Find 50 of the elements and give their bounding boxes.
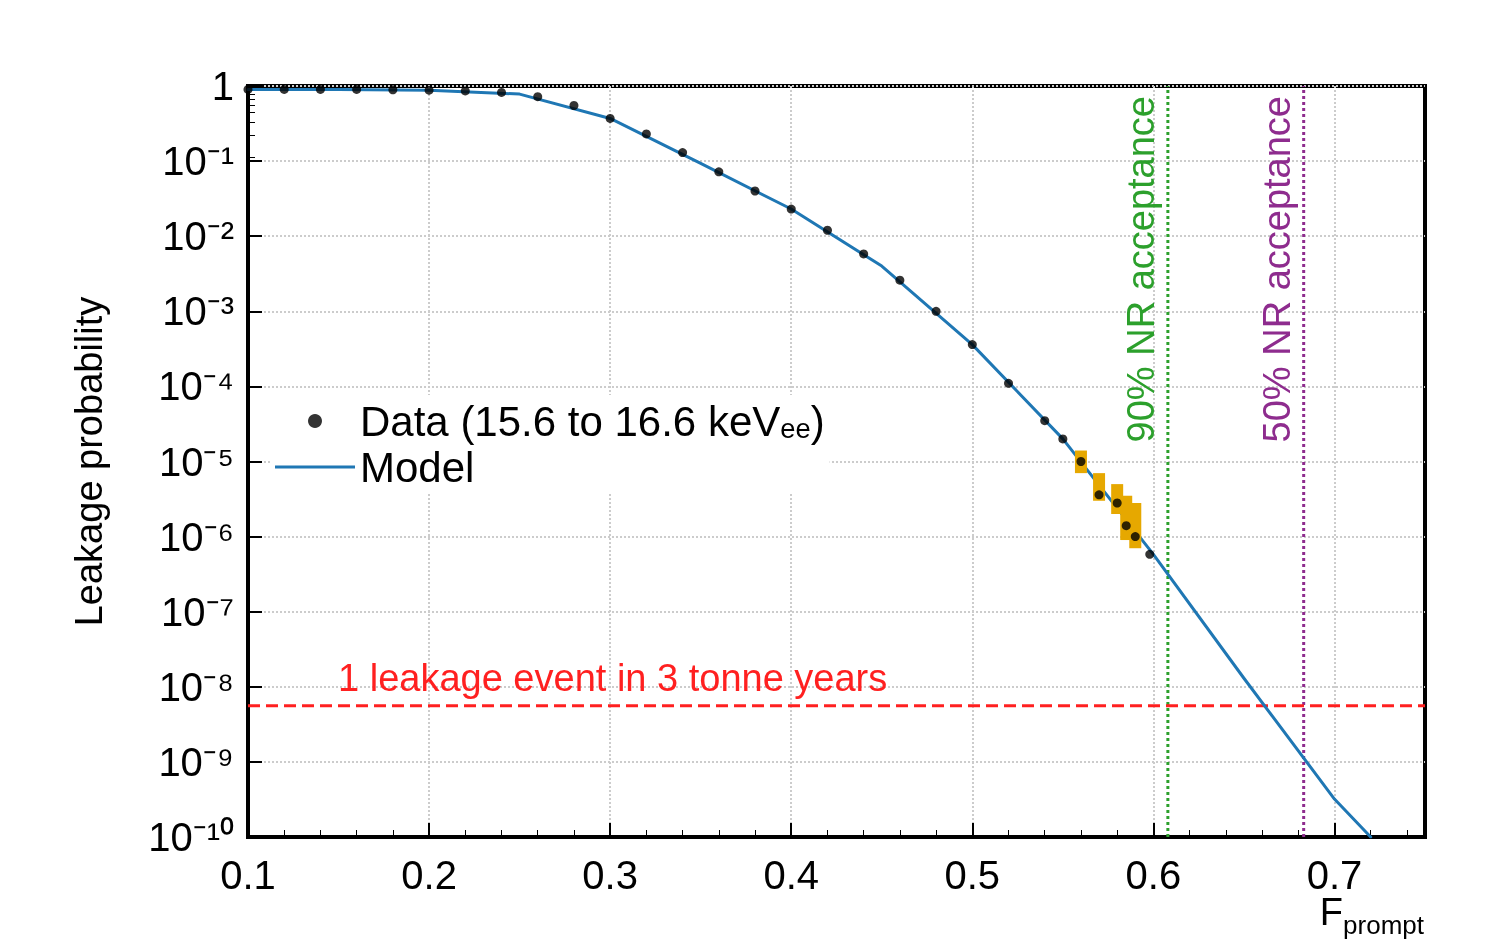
x-tick-label: 0.2	[401, 853, 457, 897]
legend-label: Data (15.6 to 16.6 keVee)	[360, 397, 825, 445]
point	[750, 186, 760, 196]
point	[1076, 457, 1086, 466]
point	[1094, 490, 1104, 500]
point	[822, 225, 832, 235]
y-tick-label: 1	[211, 64, 234, 108]
y-tick-label: 10⁻⁷	[161, 589, 234, 634]
point	[1004, 378, 1014, 388]
point	[315, 84, 325, 94]
point	[243, 84, 253, 94]
point	[460, 86, 470, 96]
point	[1058, 434, 1068, 444]
point	[895, 275, 905, 285]
y-tick-label: 10⁻²	[162, 214, 234, 259]
y-tick-label: 10⁻¹	[162, 139, 234, 184]
y-tick-label: 10⁻⁵	[158, 439, 234, 484]
point	[497, 87, 507, 97]
point	[605, 113, 615, 123]
point	[1112, 498, 1122, 508]
point	[1040, 416, 1050, 426]
point	[533, 92, 543, 102]
y-tick-label: 10⁻⁸	[158, 664, 234, 709]
y-tick-label: 10⁻³	[162, 289, 234, 334]
point	[279, 84, 289, 94]
y-tick-label: 10⁻⁹	[158, 739, 234, 784]
ref-line-label: 1 leakage event in 3 tonne years	[338, 656, 888, 699]
point	[1145, 549, 1155, 559]
point	[352, 84, 362, 94]
y-tick-label: 10⁻⁴	[158, 364, 234, 409]
y-axis-title: Leakage probability	[68, 296, 110, 627]
x-tick-label: 0.6	[1125, 853, 1182, 897]
point	[1130, 532, 1140, 542]
ref-line-label: 50% NR acceptance	[1255, 96, 1298, 443]
y-tick-label: 10⁻⁶	[159, 514, 234, 559]
point	[678, 148, 688, 158]
point	[931, 306, 941, 316]
point	[714, 167, 724, 177]
point	[967, 340, 977, 350]
point	[569, 101, 579, 110]
point	[424, 85, 434, 95]
point	[1121, 521, 1131, 531]
x-tick-label: 0.5	[944, 853, 1001, 897]
x-tick-label: 0.3	[582, 853, 638, 897]
point	[859, 249, 869, 259]
point	[641, 129, 651, 139]
point	[786, 204, 796, 214]
x-tick-label: 0.4	[763, 853, 820, 897]
point	[388, 85, 398, 95]
ref-line-label: 90% NR acceptance	[1119, 96, 1162, 443]
